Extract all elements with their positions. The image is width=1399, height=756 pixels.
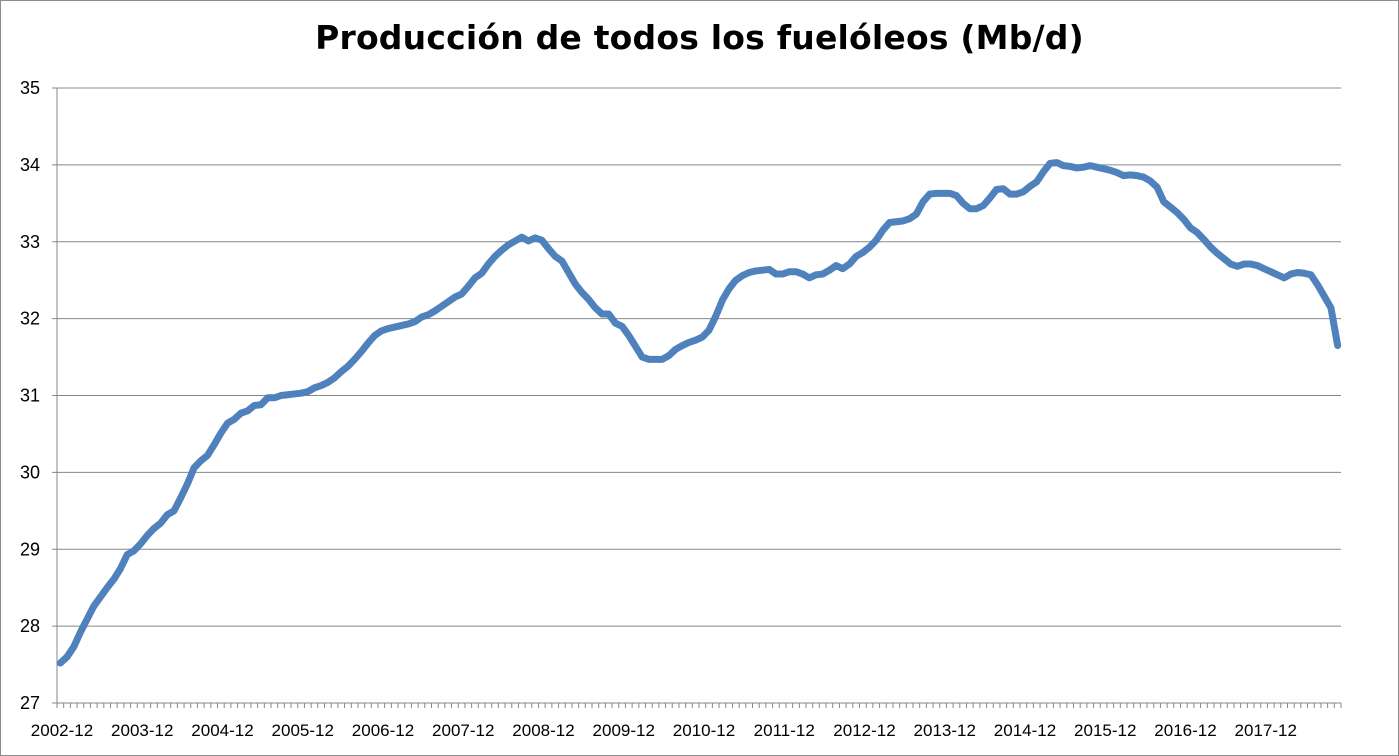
x-tick-label: 2005-12 bbox=[272, 721, 334, 740]
y-tick-label: 31 bbox=[20, 386, 40, 406]
x-tick-labels: 2002-12 2003-12 2004-12 2005-12 2006-12 2007-… bbox=[31, 721, 1297, 740]
x-tick-label: 2012-12 bbox=[833, 721, 895, 740]
y-tick-label: 35 bbox=[20, 78, 40, 98]
x-tick-label: 2015-12 bbox=[1074, 721, 1136, 740]
y-tick-label: 30 bbox=[20, 462, 40, 482]
x-minor-ticks bbox=[56, 703, 1342, 708]
x-tick-label: 2002-12 bbox=[31, 721, 93, 740]
x-tick-label: 2013-12 bbox=[914, 721, 976, 740]
x-tick-label: 2008-12 bbox=[512, 721, 574, 740]
y-tick-label: 32 bbox=[20, 309, 40, 329]
y-tick-label: 34 bbox=[20, 155, 40, 175]
gridlines bbox=[57, 87, 1341, 627]
y-tick-label: 28 bbox=[20, 616, 40, 636]
x-tick-label: 2016-12 bbox=[1154, 721, 1216, 740]
series-line bbox=[56, 159, 1342, 667]
x-tick-label: 2006-12 bbox=[352, 721, 414, 740]
y-tick-label: 29 bbox=[20, 539, 40, 559]
x-tick-label: 2014-12 bbox=[994, 721, 1056, 740]
x-tick-label: 2010-12 bbox=[673, 721, 735, 740]
x-tick-label: 2007-12 bbox=[432, 721, 494, 740]
y-tick-label: 33 bbox=[20, 232, 40, 252]
x-tick-label: 2009-12 bbox=[593, 721, 655, 740]
series-group bbox=[56, 159, 1342, 667]
y-tick-label: 27 bbox=[20, 693, 40, 713]
x-tick-label: 2004-12 bbox=[191, 721, 253, 740]
x-tick-label: 2011-12 bbox=[754, 721, 815, 740]
x-tick-label: 2003-12 bbox=[111, 721, 173, 740]
chart-title: Producción de todos los fuelóleos (Mb/d) bbox=[315, 18, 1084, 57]
y-tick-labels: 27 28 29 30 31 32 33 34 35 bbox=[20, 78, 40, 713]
x-tick-label: 2017-12 bbox=[1235, 721, 1297, 740]
